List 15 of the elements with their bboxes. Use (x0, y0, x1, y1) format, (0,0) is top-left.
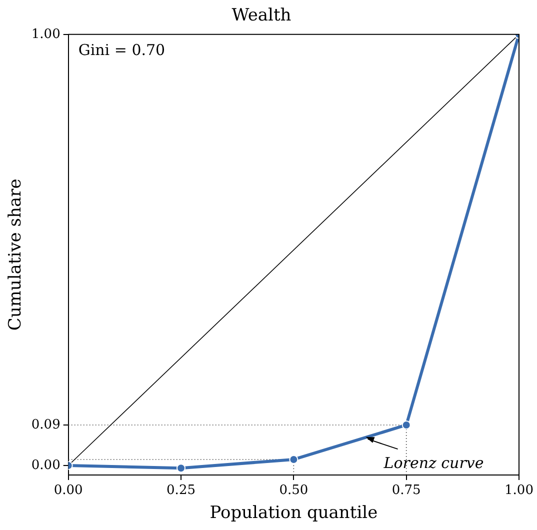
y-tick-label: 0.09 (31, 417, 60, 432)
x-tick-label: 0.75 (392, 483, 421, 498)
y-tick-label: 0.00 (31, 458, 60, 473)
x-tick-label: 0.25 (166, 483, 196, 498)
chart-title: Wealth (232, 6, 292, 26)
annotation: Gini = 0.70 (78, 40, 166, 59)
x-tick-label: 1.00 (504, 483, 534, 498)
point (176, 464, 186, 473)
x-tick-label: 0.00 (54, 483, 83, 498)
point (402, 420, 411, 430)
y-axis-title: Cumulative share (6, 178, 26, 331)
x-axis-title: Population quantile (210, 503, 378, 524)
y-tick-label: 1.00 (31, 26, 60, 42)
annotation: Lorenz curve (382, 454, 484, 472)
x-tick-label: 0.50 (279, 483, 308, 498)
